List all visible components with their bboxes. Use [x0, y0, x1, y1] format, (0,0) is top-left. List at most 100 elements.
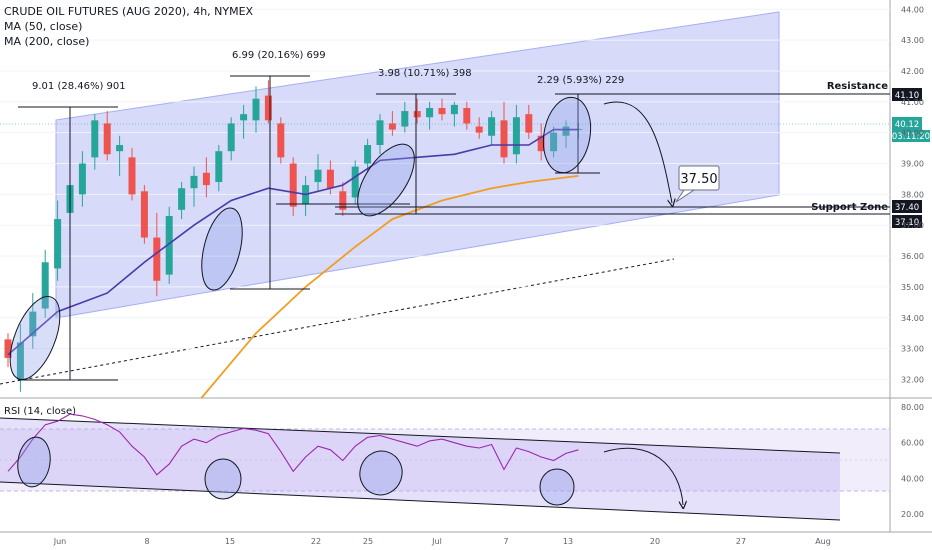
- candle[interactable]: [500, 101, 508, 164]
- target-callout-label: 37.50: [680, 172, 717, 187]
- candle[interactable]: [438, 98, 446, 121]
- countdown-badge: [892, 130, 930, 142]
- candle-body: [426, 107, 434, 118]
- target-callout-box[interactable]: [678, 165, 720, 191]
- candle-body: [41, 262, 49, 309]
- time-tick-label: 13: [563, 537, 573, 546]
- indicator-ma200-label[interactable]: MA (200, close): [4, 35, 90, 48]
- candle[interactable]: [78, 151, 86, 207]
- candle-body: [512, 117, 520, 155]
- candle[interactable]: [91, 114, 99, 170]
- ma200-line[interactable]: [200, 175, 579, 399]
- candle-body: [128, 157, 136, 195]
- time-tick-label: Aug: [815, 537, 831, 546]
- price-tick-label: 44.00: [901, 5, 924, 14]
- candle[interactable]: [227, 117, 235, 161]
- rsi-line[interactable]: [7, 413, 579, 476]
- candle-body: [376, 120, 384, 146]
- candle[interactable]: [29, 293, 37, 349]
- candle-body: [153, 237, 161, 281]
- candle-body: [537, 135, 545, 152]
- candle-body: [488, 117, 496, 136]
- candle[interactable]: [351, 160, 359, 204]
- candle[interactable]: [103, 111, 111, 161]
- candle-body: [351, 166, 359, 198]
- candle-body: [165, 215, 173, 275]
- candle-body: [78, 163, 86, 195]
- rsi-legend[interactable]: RSI (14, close): [4, 406, 77, 417]
- rsi-tick-label: 80.00: [901, 403, 924, 412]
- candle[interactable]: [240, 104, 248, 139]
- rsi-tick-label: 60.00: [901, 439, 924, 448]
- resistance-price-badge: [892, 88, 922, 101]
- candle[interactable]: [202, 157, 210, 198]
- rsi-ellipses: [17, 436, 575, 506]
- candle-body: [29, 311, 37, 337]
- candle[interactable]: [190, 166, 198, 207]
- candle-body: [339, 191, 347, 210]
- candle[interactable]: [289, 157, 297, 216]
- candle[interactable]: [264, 80, 272, 124]
- candle[interactable]: [376, 114, 384, 155]
- candle[interactable]: [215, 145, 223, 192]
- candle-body: [264, 95, 272, 121]
- candle[interactable]: [41, 249, 49, 318]
- candle[interactable]: [252, 86, 260, 133]
- candle[interactable]: [525, 104, 533, 139]
- ma50-line[interactable]: [7, 128, 579, 356]
- candle[interactable]: [128, 148, 136, 201]
- candle[interactable]: [314, 154, 322, 192]
- candle[interactable]: [413, 98, 421, 124]
- candle-body: [240, 114, 248, 121]
- candle[interactable]: [475, 117, 483, 139]
- support-bottom-badge: [892, 215, 922, 228]
- candle[interactable]: [153, 212, 161, 297]
- candle[interactable]: [512, 104, 520, 164]
- candlestick-series: [4, 80, 582, 392]
- pattern-ellipse-4: [542, 96, 592, 174]
- candle-body: [289, 163, 297, 207]
- candle[interactable]: [116, 135, 124, 176]
- candle-body: [438, 107, 446, 115]
- candle-body: [401, 111, 409, 127]
- indicator-ma50-label[interactable]: MA (50, close): [4, 20, 83, 33]
- support-top-text: 37.40: [895, 203, 919, 213]
- candle[interactable]: [488, 111, 496, 146]
- price-tick-label: 35.00: [901, 283, 924, 292]
- candle[interactable]: [277, 117, 285, 164]
- candle[interactable]: [562, 120, 570, 149]
- candle-body: [252, 98, 260, 121]
- candle[interactable]: [339, 182, 347, 216]
- candle[interactable]: [4, 333, 12, 368]
- price-badges: 41.10 40.12 03:11:20 37.40 37.10: [892, 88, 930, 228]
- time-tick-label: 8: [144, 537, 149, 546]
- support-top-badge: [892, 200, 922, 213]
- candle[interactable]: [401, 101, 409, 133]
- candle[interactable]: [165, 206, 173, 284]
- candle[interactable]: [16, 323, 24, 392]
- candle[interactable]: [364, 138, 372, 173]
- candle[interactable]: [140, 185, 148, 244]
- support-zone-label: Support Zone: [811, 202, 888, 213]
- pattern-ellipse-2: [201, 207, 243, 291]
- candle[interactable]: [463, 101, 471, 130]
- price-tick-label: 43.00: [901, 36, 924, 45]
- candle[interactable]: [550, 126, 558, 158]
- candle[interactable]: [388, 111, 396, 136]
- candle[interactable]: [426, 101, 434, 130]
- candle[interactable]: [178, 182, 186, 220]
- candle[interactable]: [54, 200, 62, 281]
- price-tick-label: 33.00: [901, 345, 924, 354]
- chart-title[interactable]: CRUDE OIL FUTURES (AUG 2020), 4h, NYMEX: [4, 5, 254, 18]
- current-price-badge[interactable]: [892, 117, 922, 130]
- current-price-text: 40.12: [895, 120, 919, 130]
- price-tick-label: 40.00: [901, 129, 924, 138]
- candle-body: [450, 104, 458, 115]
- candle[interactable]: [450, 101, 458, 127]
- candle-body: [202, 172, 210, 186]
- candle[interactable]: [537, 123, 545, 161]
- candle-body: [500, 120, 508, 158]
- measure-label-4: 2.29 (5.93%) 229: [537, 75, 624, 86]
- price-tick-label: 36.00: [901, 252, 924, 261]
